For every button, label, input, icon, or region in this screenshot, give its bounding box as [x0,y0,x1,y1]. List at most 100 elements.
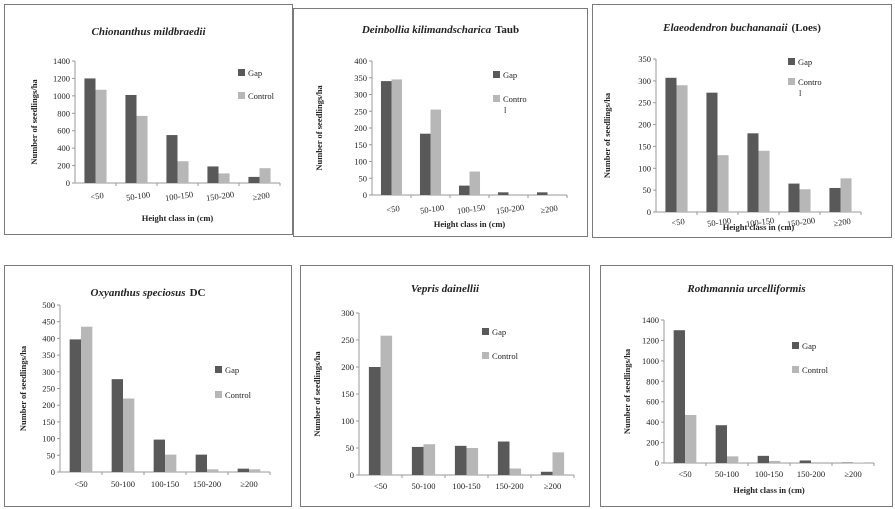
y-axis-label: Number of seedlings/ha [18,345,28,431]
bar-gap [799,460,811,463]
x-tick-label: 100-150 [151,479,179,489]
legend-swatch [792,366,799,373]
bar-control [177,161,189,183]
chart-svg: Oxyanthus speciosus DC 0 50 100 150 200 250 300 3… [18,287,271,489]
y-tick-label: 50 [346,443,355,453]
bar-gap [540,471,553,475]
y-tick-label: 100 [354,157,367,167]
legend-swatch [788,78,795,85]
x-tick-label: 50-100 [706,215,731,228]
y-axis-label: Number of seedlings/ha [602,92,612,178]
y-tick-label: 100 [42,434,55,444]
y-tick-label: 0 [655,458,659,468]
y-tick-label: 800 [57,108,70,118]
y-tick-label: 350 [42,350,55,360]
bar-gap [380,81,392,195]
bar-gap [419,133,431,195]
chart-title-species: Rothmannia urcelliformis [686,283,805,295]
x-tick-label: 150-200 [786,215,815,229]
chart-panel-chionanthus: Chionanthus mildbraedii 0 200 400 600 800 1000… [4,4,293,235]
chart-svg: Deinbollia kilimandscharica Taub 0 50 100 150… [314,24,568,229]
chart-panel-elaeodendron: Elaeodendron buchananaii (Loes) 0 50 100 150 2… [592,4,892,238]
y-tick-label: 200 [646,438,659,448]
x-tick-label: 100-150 [164,189,193,203]
x-tick-label: 50-100 [111,479,135,489]
legend-swatch [788,58,795,65]
bar-gap [715,425,727,463]
y-tick-label: 300 [42,367,55,377]
chart-title-species: Chionanthus mildbraedii [91,26,206,38]
chart-svg: Elaeodendron buchananaii (Loes) 0 50 100 150 2… [602,22,862,232]
bar-gap [454,445,467,475]
bar-control [81,326,93,472]
x-tick-label: 50-100 [125,189,150,202]
chart-svg: Chionanthus mildbraedii 0 200 400 600 800 1000… [29,26,281,223]
chart-svg: Rothmannia urcelliformis 0 200 400 600 800 100… [622,283,875,495]
y-axis-label: Number of seedlings/ha [314,85,324,171]
x-tick-label: 100-150 [456,202,485,216]
legend-swatch [493,95,500,102]
bar-control [380,335,393,475]
bar-control [552,452,565,475]
x-tick-label: 50-100 [419,202,444,215]
y-tick-label: 300 [638,76,651,86]
y-tick-label: 600 [646,397,659,407]
x-tick-label: 150-200 [205,189,234,203]
chart-title: Elaeodendron buchananaii (Loes) [662,22,821,34]
bar-gap [195,454,207,472]
bar-gap [673,330,685,463]
legend-swatch [482,328,489,335]
x-tick-label: ≥200 [240,479,257,489]
x-tick-label: 50-100 [411,481,435,491]
y-tick-label: 600 [57,126,70,136]
y-tick-label: 250 [638,98,651,108]
legend-label: Control [802,365,829,375]
bar-gap [411,446,424,475]
bar-gap [368,367,381,475]
x-tick-label: 100-150 [452,481,480,491]
y-tick-label: 1200 [53,73,70,83]
chart-panel-rothmannia: Rothmannia urcelliformis 0 200 400 600 800 100… [600,265,893,507]
x-tick-label: 100-150 [755,469,783,479]
y-tick-label: 1400 [642,315,659,325]
chart-title-species: Oxyanthus speciosus [91,287,186,299]
bar-control [466,448,479,475]
legend-swatch [215,391,222,398]
x-tick-label: <50 [386,203,401,215]
y-tick-label: 350 [354,73,367,83]
bar-control [676,85,688,212]
chart-title: Vepris dainellii [411,283,480,295]
x-tick-label: 150-200 [495,202,524,216]
y-tick-label: 150 [341,389,354,399]
x-axis-label: Height class in (cm) [434,219,506,229]
chart-svg: Vepris dainellii 0 50 100 150 200 250 300 <50 50-… [312,283,575,491]
x-tick-label: ≥200 [540,203,559,215]
legend-swatch [493,71,500,78]
bar-gap [237,468,249,472]
bar-control [391,79,403,195]
bar-control [769,460,781,463]
y-axis-label: Number of seedlings/ha [312,351,322,437]
x-axis-label: Height class in (cm) [733,485,805,495]
chart-title-species: Deinbollia kilimandscharica [361,24,492,36]
bar-control [259,168,271,183]
bar-gap [829,187,841,212]
bar-gap [207,166,219,183]
bar-gap [757,455,769,463]
bar-gap [497,441,510,475]
chart-title-species: Vepris dainellii [411,283,480,295]
x-tick-label: ≥200 [252,190,271,202]
chart-title-authority: DC [190,287,206,299]
y-tick-label: 200 [341,362,354,372]
bar-gap [788,183,800,212]
legend-label: Gap [503,70,517,80]
y-tick-label: 200 [354,123,367,133]
x-tick-label: 150-200 [193,479,221,489]
y-tick-label: 1400 [53,56,70,66]
x-tick-label: <50 [74,479,87,489]
bar-gap [706,92,718,212]
y-tick-label: 500 [42,300,55,310]
y-tick-label: 150 [638,141,651,151]
